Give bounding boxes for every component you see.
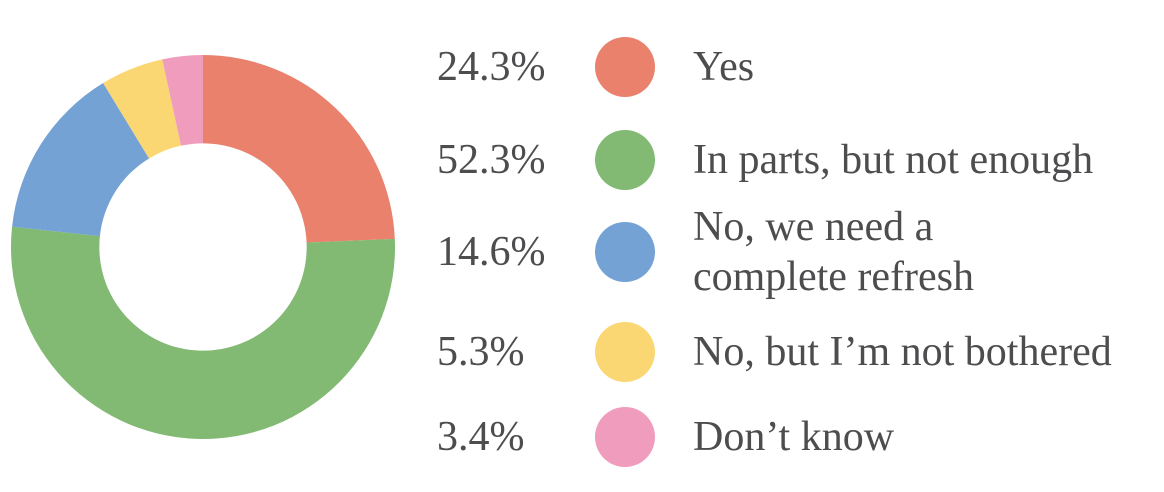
donut-segment-0	[203, 55, 395, 243]
legend-row: 52.3% In parts, but not enough	[437, 110, 1093, 210]
donut-chart-svg	[11, 55, 395, 439]
legend-label: Don’t know	[693, 414, 895, 460]
legend-label: In parts, but not enough	[693, 137, 1094, 183]
legend-swatch-yes	[595, 37, 655, 97]
donut-segment-4	[162, 55, 203, 146]
legend-percent: 3.4%	[437, 414, 525, 460]
legend-percent: 24.3%	[437, 44, 546, 90]
legend-row: 3.4% Don’t know	[437, 387, 894, 487]
legend-label: No, we need a complete refresh	[693, 204, 975, 300]
legend-row: 14.6% No, we need a complete refresh	[437, 202, 974, 302]
legend-percent: 5.3%	[437, 329, 525, 375]
legend-percent: 14.6%	[437, 229, 546, 275]
donut-segment-1	[11, 226, 395, 439]
donut-chart	[11, 55, 395, 439]
donut-segment-3	[103, 59, 181, 159]
legend-swatch-not-bothered	[595, 322, 655, 382]
legend-row: 24.3% Yes	[437, 17, 754, 117]
legend-swatch-dont-know	[595, 407, 655, 467]
donut-segment-2	[12, 83, 150, 237]
legend-label: Yes	[693, 44, 755, 90]
legend-percent: 52.3%	[437, 137, 546, 183]
legend-swatch-in-parts	[595, 130, 655, 190]
legend-label: No, but I’m not bothered	[693, 329, 1112, 375]
legend-row: 5.3% No, but I’m not bothered	[437, 302, 1112, 402]
legend: 24.3% Yes 52.3% In parts, but not enough…	[437, 0, 1164, 492]
legend-swatch-no-refresh	[595, 222, 655, 282]
